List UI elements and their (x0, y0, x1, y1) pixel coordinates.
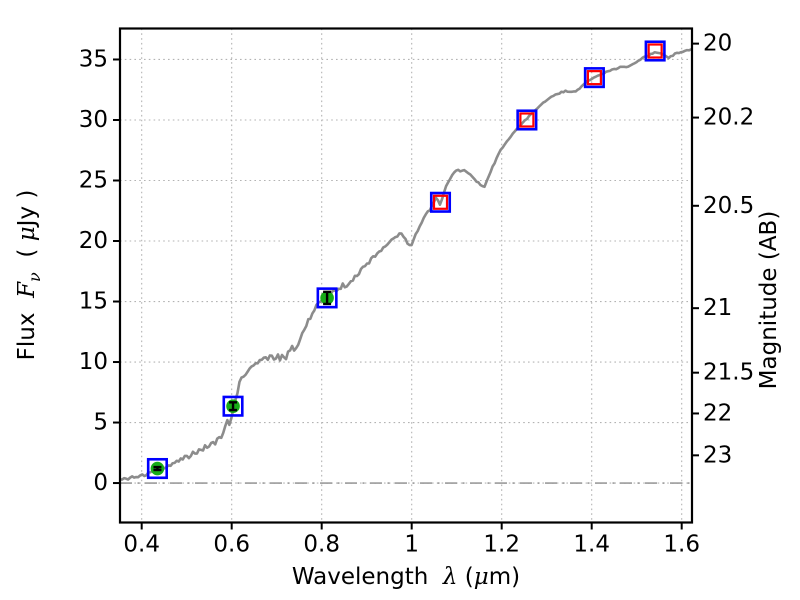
photometry-marker-layer (146, 40, 666, 480)
y-tick-label-right: 21 (703, 295, 732, 321)
y-tick-label-left: 25 (79, 168, 108, 194)
y-axis-label-left: Flux Fν ( μJy ) (14, 190, 44, 361)
red-square-marker (432, 194, 449, 210)
y-tick-label-right: 20.5 (703, 193, 754, 219)
y-tick-label-left: 5 (93, 410, 108, 436)
x-tick-label: 1.6 (663, 532, 700, 558)
y-tick-label-left: 20 (79, 228, 108, 254)
y-tick-label-right: 20.2 (703, 105, 754, 131)
blue-square-marker (222, 395, 244, 417)
y-tick-label-left: 10 (79, 349, 108, 375)
red-square-marker (647, 43, 663, 59)
y-tick-label-left: 30 (79, 107, 108, 133)
blue-square-marker (429, 191, 452, 213)
blue-square-marker (516, 109, 538, 131)
x-axis-label: Wavelength λ (μm) (292, 564, 520, 590)
x-tick-label: 0.8 (303, 532, 340, 558)
x-tick-label: 1.2 (483, 532, 520, 558)
y-axis-label-right: Magnitude (AB) (756, 211, 782, 390)
spectrum-layer (120, 48, 692, 481)
y-tick-label-right: 21.5 (703, 360, 754, 386)
x-tick-label: 1 (404, 532, 419, 558)
x-tick-label: 0.4 (123, 532, 160, 558)
blue-square-marker (583, 67, 605, 89)
y-tick-label-right: 22 (703, 400, 732, 426)
x-tick-label: 1.4 (573, 532, 610, 558)
y-tick-label-right: 20 (703, 31, 732, 57)
blue-square-marker (644, 40, 666, 62)
y-tick-label-left: 35 (79, 46, 108, 72)
red-square-marker (586, 70, 602, 86)
tick-layer: 0 5 10 15 20 25 30 35 0.4 0.6 0.8 1 1.2 1.4 1.6 20 20.2 2… (79, 31, 755, 558)
y-tick-label-right: 23 (703, 442, 732, 468)
axes-frame-layer (118, 27, 694, 524)
grid-layer (120, 28, 692, 523)
blue-square-marker (146, 457, 168, 480)
y-tick-label-left: 15 (79, 289, 108, 315)
spectrum-line (120, 48, 692, 481)
plot-border (118, 27, 694, 524)
blue-square-marker (316, 287, 338, 309)
red-square-marker (519, 112, 535, 128)
x-tick-label: 0.6 (213, 532, 250, 558)
y-tick-label-left: 0 (93, 470, 108, 496)
